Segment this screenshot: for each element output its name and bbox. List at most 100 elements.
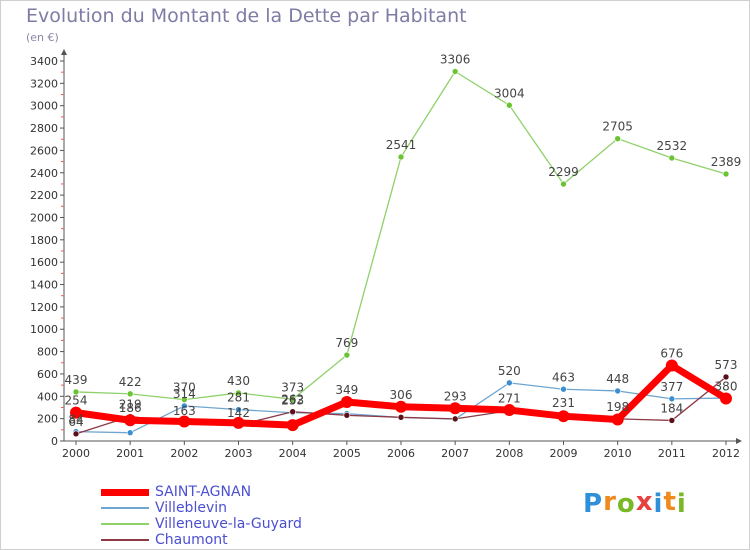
y-tick-label: 1000	[30, 323, 58, 336]
data-point	[614, 387, 621, 395]
y-tick-label: 200	[37, 413, 58, 426]
y-tick-label: 1800	[30, 234, 58, 247]
y-tick-label: 600	[37, 368, 58, 381]
x-tick-label: 2005	[333, 447, 361, 460]
data-point	[124, 414, 137, 427]
y-tick-label: 0	[51, 435, 58, 448]
data-point	[397, 414, 405, 421]
data-point	[340, 395, 353, 408]
data-label: 2705	[602, 120, 633, 134]
legend-swatch	[101, 523, 149, 525]
chart-unit: (en €)	[26, 31, 59, 44]
logo-letter: i	[653, 489, 664, 519]
data-point	[449, 402, 462, 415]
data-label: 448	[606, 372, 629, 386]
data-label: 2389	[711, 155, 742, 169]
data-point	[181, 402, 188, 410]
data-point	[70, 406, 82, 419]
logo-letter: i	[676, 489, 687, 519]
x-tick-label: 2008	[495, 447, 523, 460]
data-label: 2299	[548, 165, 579, 179]
data-label: 430	[227, 374, 250, 388]
logo-letter: r	[603, 487, 617, 517]
data-label: 231	[552, 396, 575, 410]
data-point	[72, 388, 80, 396]
x-tick-label: 2003	[225, 447, 253, 460]
data-label: 769	[335, 336, 358, 350]
data-label: 254	[65, 394, 88, 408]
x-tick-label: 2006	[387, 447, 415, 460]
y-tick-label: 2000	[30, 211, 58, 224]
data-label: 84	[68, 413, 83, 427]
data-point	[668, 395, 676, 403]
data-point	[289, 396, 296, 403]
data-point	[451, 415, 459, 423]
data-point	[343, 411, 351, 419]
data-label: 439	[65, 373, 88, 387]
data-label: 142	[227, 406, 250, 420]
data-point	[722, 373, 730, 381]
x-tick-label: 2011	[658, 447, 686, 460]
data-point	[665, 359, 678, 372]
data-point	[560, 180, 567, 188]
data-label: 184	[660, 401, 683, 415]
data-point	[668, 154, 676, 162]
legend-label: SAINT-AGNAN	[155, 484, 252, 500]
data-label: 314	[173, 387, 196, 401]
logo-letter: P	[583, 489, 604, 519]
y-axis-arrow	[61, 49, 67, 55]
data-point	[506, 379, 513, 387]
legend-label: Villeblevin	[155, 500, 227, 516]
y-tick-label: 800	[37, 346, 58, 359]
data-label: 373	[281, 380, 304, 394]
data-point	[560, 385, 567, 393]
data-label: 198	[606, 400, 629, 414]
y-tick-label: 3200	[30, 77, 58, 90]
legend-swatch	[101, 488, 149, 496]
data-label: 422	[119, 375, 142, 389]
data-label: 2532	[657, 139, 688, 153]
y-tick-label: 2800	[30, 122, 58, 135]
legend-item: Villeblevin	[101, 500, 302, 516]
data-point	[614, 135, 621, 142]
data-point	[395, 400, 407, 413]
data-label: 271	[498, 392, 521, 406]
data-label: 186	[119, 401, 142, 415]
data-point	[289, 408, 296, 416]
logo-letter: o	[616, 489, 636, 519]
legend-swatch	[101, 539, 149, 541]
chart-title: Evolution du Montant de la Dette par Hab…	[26, 5, 467, 27]
x-tick-label: 2001	[116, 447, 144, 460]
x-axis-arrow	[736, 438, 742, 444]
data-label: 573	[715, 358, 738, 372]
proxiti-logo: Proxiti	[583, 487, 687, 519]
data-label: 520	[498, 364, 521, 378]
x-tick-label: 2009	[550, 447, 578, 460]
y-tick-label: 1200	[30, 301, 58, 314]
data-point	[557, 410, 570, 423]
data-label: 3306	[440, 53, 471, 67]
data-label: 293	[444, 389, 467, 403]
legend-item: Villeneuve-la-Guyard	[101, 516, 302, 532]
logo-letter: t	[663, 487, 677, 517]
data-point	[72, 430, 80, 438]
x-tick-label: 2002	[170, 447, 198, 460]
data-label: 219	[119, 398, 142, 412]
data-point	[397, 153, 405, 161]
data-label: 163	[173, 404, 196, 418]
data-label: 262	[281, 393, 304, 407]
data-label: 253	[281, 394, 304, 408]
y-tick-label: 2600	[30, 144, 58, 157]
data-point	[668, 417, 676, 424]
y-tick-label: 3400	[30, 55, 58, 68]
x-tick-label: 2000	[62, 447, 90, 460]
legend-item: Chaumont	[101, 532, 302, 548]
data-label: 380	[715, 380, 738, 394]
data-label: 377	[660, 380, 683, 394]
data-point	[720, 392, 732, 405]
y-tick-label: 400	[37, 390, 58, 403]
x-tick-label: 2010	[604, 447, 632, 460]
y-tick-label: 1600	[30, 256, 58, 269]
y-tick-label: 2400	[30, 167, 58, 180]
